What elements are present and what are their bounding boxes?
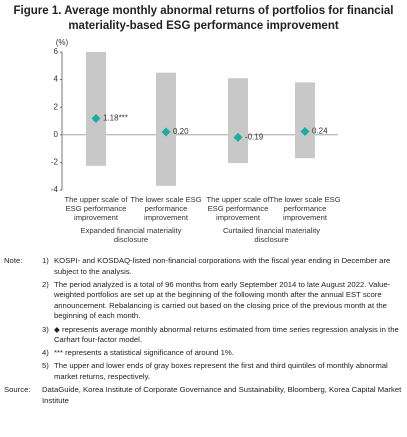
note: 4) *** represents a statistical significa… <box>4 348 404 359</box>
note: 5) The upper and lower ends of gray boxes… <box>4 361 404 382</box>
figure-title: Figure 1. Average monthly abnormal retur… <box>13 5 394 32</box>
note-label <box>4 325 42 346</box>
note-text: The period analyzed is a total of 96 mon… <box>54 279 391 321</box>
note-label <box>4 348 42 359</box>
note-text: The upper and lower ends of gray boxes r… <box>54 361 388 381</box>
y-tick-label: -2 <box>51 158 59 167</box>
y-tick-label: 6 <box>54 47 59 56</box>
y-tick-label: -4 <box>51 185 59 194</box>
note-text: ◆ represents average monthly abnormal re… <box>54 324 399 345</box>
notes: Note: 1) KOSPI- and KOSDAQ-listed non-fina… <box>4 256 404 409</box>
note: 3) ◆ represents average monthly abnormal … <box>4 325 404 346</box>
x-tick-label: The lower scale ESG performance improvem… <box>130 195 202 222</box>
x-tick-label: The upper scale of ESG performance impro… <box>64 195 128 222</box>
note-label <box>4 361 42 382</box>
quintile-box <box>295 82 315 159</box>
value-label: -0.19 <box>245 133 264 142</box>
source: Source: DataGuide, Korea Institute of Cor… <box>4 385 404 406</box>
value-label: 1.18*** <box>103 114 128 123</box>
note-marker: 2) <box>42 279 49 289</box>
chart: (%) -4 -2 0 2 4 6 1.18*** 0.20 -0.19 0.24 <box>51 38 338 194</box>
y-axis-label: (%) <box>56 38 69 47</box>
x-tick-label: The lower scale ESG performance improvem… <box>269 195 341 222</box>
note-label <box>4 280 42 322</box>
mean-marker <box>161 127 171 137</box>
quintile-box <box>228 78 248 164</box>
note-text: KOSPI- and KOSDAQ-listed non-financial c… <box>54 256 391 276</box>
source-text: DataGuide, Korea Institute of Corporate … <box>42 385 402 405</box>
note: Note: 1) KOSPI- and KOSDAQ-listed non-fina… <box>4 256 404 277</box>
note-marker: 4) <box>42 348 49 358</box>
value-label: 0.20 <box>173 127 189 136</box>
note-text: *** represents a statistical significanc… <box>54 348 234 358</box>
mean-marker <box>300 126 310 136</box>
value-label: 0.24 <box>312 127 328 136</box>
x-tick-label: The upper scale of ESG performance impro… <box>206 195 270 222</box>
source-label: Source: <box>4 385 31 395</box>
note-marker: 3) <box>42 324 49 334</box>
group-label: Expanded financial materiality disclosur… <box>80 226 182 244</box>
note-marker: 1) <box>42 256 49 265</box>
mean-marker <box>233 132 243 142</box>
y-tick-label: 2 <box>54 102 59 111</box>
note-label: Note: <box>4 256 23 265</box>
y-tick-label: 4 <box>54 75 59 84</box>
note-marker: 5) <box>42 361 49 371</box>
group-label: Curtailed financial materiality disclosu… <box>222 226 321 244</box>
mean-marker <box>91 114 101 124</box>
quintile-box <box>86 52 106 166</box>
note: 2) The period analyzed is a total of 96 m… <box>4 280 404 322</box>
y-tick-label: 0 <box>54 130 59 139</box>
